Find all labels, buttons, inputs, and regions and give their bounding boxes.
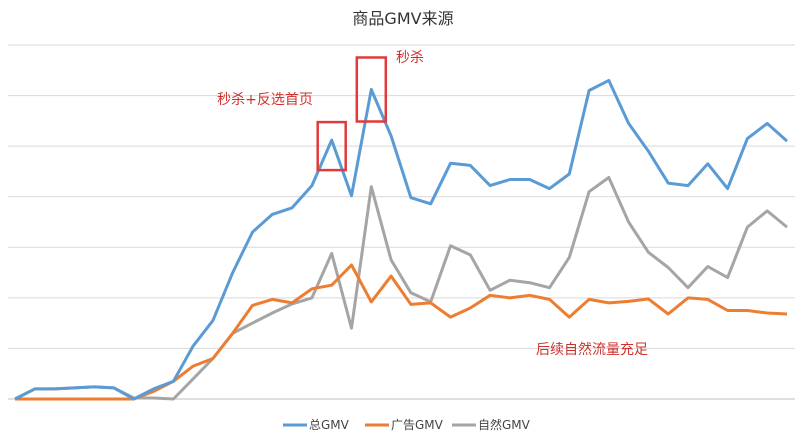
legend-label-total: 总GMV (309, 418, 350, 432)
annotation-flash-sale-reverse-home: 秒杀+反选首页 (217, 92, 313, 108)
highlight-box-flash-sale (355, 56, 388, 123)
legend: 总GMV 广告GMV 自然GMV (283, 417, 531, 432)
annotations: 秒杀+反选首页 秒杀 后续自然流量充足 (217, 50, 648, 358)
chart-title: 商品GMV来源 (352, 9, 453, 28)
legend-item-total[interactable]: 总GMV (283, 418, 350, 432)
legend-label-ads: 广告GMV (391, 418, 444, 432)
legend-item-natural[interactable]: 自然GMV (452, 417, 531, 432)
annotation-flash-sale: 秒杀 (396, 50, 424, 66)
annotation-natural-traffic: 后续自然流量充足 (536, 341, 648, 358)
series-natural-gmv-line (14, 176, 788, 401)
gridlines (8, 44, 795, 400)
legend-item-ads[interactable]: 广告GMV (365, 418, 444, 432)
legend-label-natural: 自然GMV (478, 417, 531, 432)
series-total-gmv-line (14, 78, 788, 401)
series-group (14, 78, 788, 401)
highlight-box-flash-sale-reverse-home (316, 120, 347, 172)
series-ads-gmv-line (15, 263, 788, 401)
highlight-boxes (316, 56, 388, 172)
